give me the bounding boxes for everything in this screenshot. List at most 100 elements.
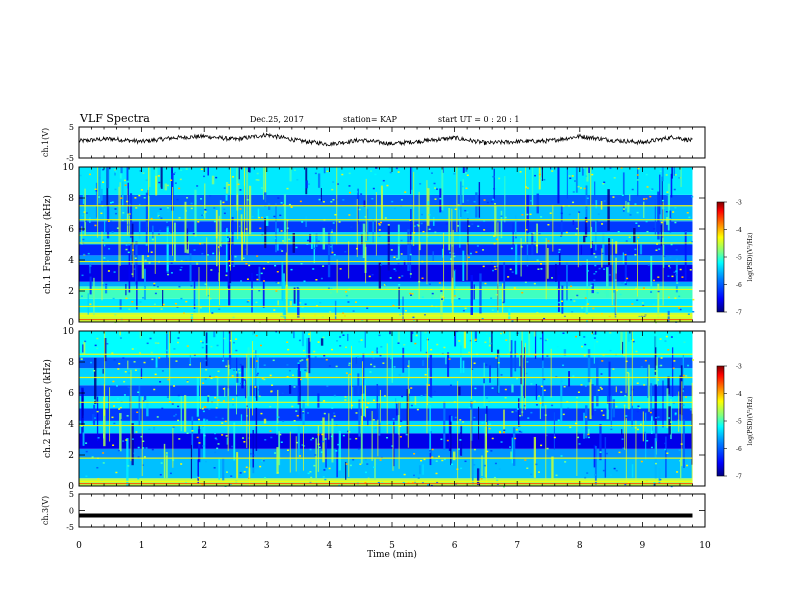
speckle	[636, 428, 639, 431]
streak	[661, 167, 664, 182]
speckle	[348, 214, 351, 216]
speckle	[502, 301, 505, 304]
speckle	[422, 231, 425, 233]
speckle	[85, 212, 88, 214]
speckle	[673, 271, 676, 274]
speckle	[464, 209, 467, 212]
speckle	[186, 197, 189, 199]
streak	[407, 229, 410, 271]
speckle	[414, 342, 417, 345]
streak	[479, 273, 482, 314]
speckle	[413, 225, 416, 227]
streak	[484, 427, 487, 478]
speckle	[493, 476, 496, 479]
speckle	[287, 348, 290, 351]
band	[79, 357, 693, 369]
streak	[508, 308, 511, 320]
speckle	[170, 262, 173, 264]
speckle	[139, 170, 142, 172]
speckle	[525, 372, 528, 375]
streak	[323, 167, 326, 174]
speckle	[140, 189, 143, 191]
speckle	[199, 306, 202, 309]
speckle	[378, 229, 381, 231]
streak	[503, 409, 505, 432]
streak	[138, 385, 141, 427]
speckle	[135, 431, 138, 433]
speckle	[670, 336, 673, 338]
speckle	[307, 239, 310, 242]
y-tick-label: 10	[63, 163, 75, 173]
speckle	[545, 454, 548, 457]
speckle	[577, 436, 580, 439]
streak	[308, 337, 311, 374]
streak	[236, 357, 238, 382]
speckle	[640, 460, 643, 463]
speckle	[243, 383, 246, 386]
speckle	[320, 277, 323, 280]
streak	[589, 379, 592, 420]
streak	[524, 347, 526, 399]
speckle	[592, 307, 595, 310]
speckle	[147, 255, 150, 257]
streak	[106, 167, 110, 189]
speckle	[298, 339, 301, 342]
speckle	[375, 349, 378, 352]
speckle	[520, 246, 523, 248]
speckle	[543, 378, 546, 381]
speckle	[339, 336, 342, 338]
speckle	[498, 177, 501, 180]
speckle	[159, 208, 162, 210]
speckle	[652, 279, 655, 282]
speckle	[586, 472, 589, 474]
speckle	[345, 372, 348, 374]
speckle	[393, 207, 396, 210]
streak	[103, 409, 106, 447]
speckle	[647, 264, 650, 266]
speckle	[562, 413, 565, 416]
speckle	[458, 340, 461, 342]
speckle	[156, 285, 159, 288]
speckle	[385, 283, 388, 286]
speckle	[473, 416, 476, 419]
speckle	[199, 242, 202, 245]
speckle	[551, 170, 554, 172]
speckle	[535, 244, 538, 247]
speckle	[221, 434, 224, 436]
speckle	[173, 385, 176, 387]
speckle	[378, 334, 381, 337]
speckle	[314, 172, 317, 175]
streak	[262, 277, 265, 308]
speckle	[454, 208, 457, 211]
streak	[596, 357, 599, 407]
speckle	[112, 444, 115, 446]
speckle	[208, 408, 211, 410]
speckle	[357, 447, 360, 450]
speckle	[87, 252, 90, 255]
streak	[503, 331, 506, 334]
speckle	[225, 435, 228, 437]
speckle	[134, 197, 137, 199]
speckle	[540, 263, 543, 265]
speckle	[481, 422, 484, 424]
speckle	[672, 367, 675, 370]
speckle	[124, 184, 127, 186]
speckle	[409, 273, 412, 275]
speckle	[323, 400, 326, 402]
speckle	[112, 405, 115, 407]
speckle	[484, 380, 487, 382]
streak	[89, 264, 91, 274]
speckle	[516, 377, 519, 380]
speckle	[281, 392, 284, 395]
speckle	[509, 268, 512, 271]
speckle	[145, 447, 148, 449]
speckle	[596, 340, 599, 343]
colorbar-tick-label: -6	[736, 446, 742, 453]
streak	[194, 189, 197, 237]
speckle	[366, 463, 369, 465]
speckle	[570, 285, 573, 288]
speckle	[438, 282, 441, 284]
speckle	[445, 223, 448, 225]
streak	[93, 404, 96, 426]
speckle	[586, 270, 589, 272]
